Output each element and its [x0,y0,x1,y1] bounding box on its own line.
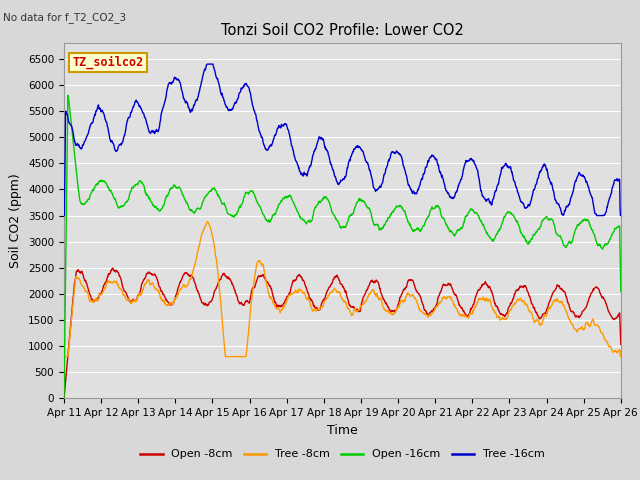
Text: TZ_soilco2: TZ_soilco2 [72,56,143,69]
X-axis label: Time: Time [327,424,358,437]
Y-axis label: Soil CO2 (ppm): Soil CO2 (ppm) [10,173,22,268]
Legend: Open -8cm, Tree -8cm, Open -16cm, Tree -16cm: Open -8cm, Tree -8cm, Open -16cm, Tree -… [136,445,549,464]
Text: No data for f_T2_CO2_3: No data for f_T2_CO2_3 [3,12,126,23]
Title: Tonzi Soil CO2 Profile: Lower CO2: Tonzi Soil CO2 Profile: Lower CO2 [221,23,464,38]
